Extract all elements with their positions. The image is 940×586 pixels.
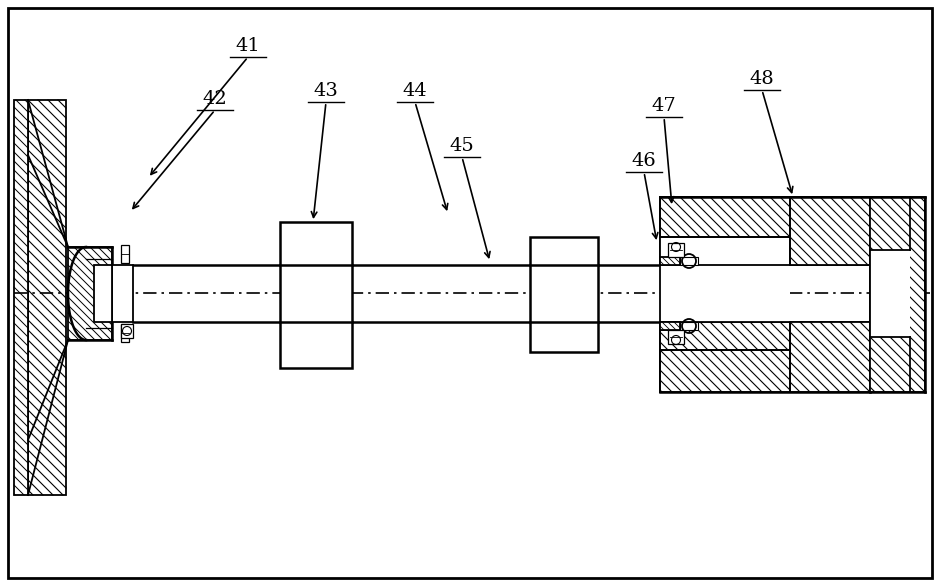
Bar (660, 197, 790, 237)
Bar (660, 350, 790, 392)
Bar (94, 265, 112, 322)
Bar (112, 265, 133, 322)
Bar (660, 197, 905, 265)
Bar (790, 197, 870, 265)
Bar (280, 222, 352, 368)
Bar (660, 257, 680, 265)
Bar (660, 322, 680, 330)
Text: 42: 42 (203, 90, 227, 108)
Bar (668, 330, 684, 344)
Bar (870, 197, 925, 392)
Bar (660, 265, 790, 322)
Bar (68, 247, 112, 340)
Bar (121, 324, 129, 342)
Bar (790, 322, 870, 392)
Text: 48: 48 (749, 70, 775, 88)
Bar (660, 322, 680, 330)
Bar (530, 237, 598, 352)
Polygon shape (680, 322, 698, 330)
Bar (660, 322, 905, 392)
Bar (660, 197, 790, 265)
Bar (14, 100, 28, 495)
Polygon shape (680, 257, 698, 265)
Text: 43: 43 (314, 82, 338, 100)
Text: 46: 46 (632, 152, 656, 170)
Text: 47: 47 (651, 97, 677, 115)
Bar (121, 324, 133, 338)
Text: 45: 45 (449, 137, 475, 155)
Text: 44: 44 (402, 82, 428, 100)
Bar (870, 250, 910, 337)
Bar (668, 243, 684, 257)
Text: 41: 41 (236, 37, 260, 55)
Bar (28, 100, 66, 495)
Bar (121, 245, 129, 263)
